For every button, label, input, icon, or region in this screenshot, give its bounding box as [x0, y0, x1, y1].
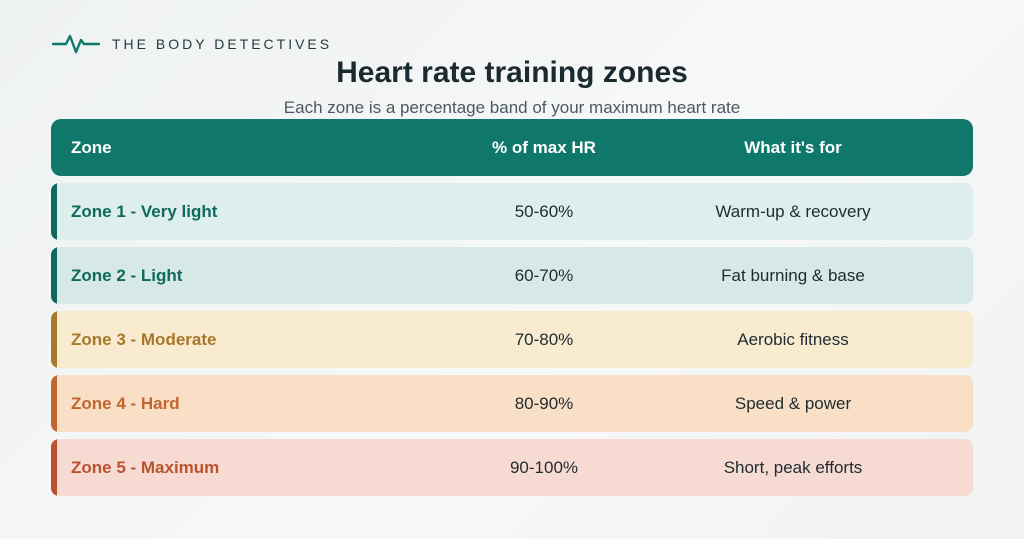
- zone-name: Zone 2 - Light: [71, 265, 183, 285]
- table-row: Zone 3 - Moderate 70-80% Aerobic fitness: [51, 311, 973, 368]
- zone-percent: 60-70%: [514, 265, 574, 285]
- zone-name: Zone 5 - Maximum: [71, 457, 220, 477]
- zones-table: Zone % of max HR What it's for Zone 1 - …: [51, 119, 973, 496]
- zone-name: Zone 3 - Moderate: [71, 329, 217, 349]
- table-row: Zone 4 - Hard 80-90% Speed & power: [51, 375, 973, 432]
- header-percent-max-hr: % of max HR: [492, 137, 596, 157]
- zone-accent-bar: [51, 247, 57, 304]
- zone-percent: 70-80%: [514, 329, 574, 349]
- heartbeat-pulse-icon: [52, 33, 100, 55]
- page-subtitle: Each zone is a percentage band of your m…: [283, 98, 741, 117]
- zone-accent-bar: [51, 439, 57, 496]
- zone-accent-bar: [51, 375, 57, 432]
- zone-name: Zone 4 - Hard: [71, 393, 180, 413]
- zone-percent: 80-90%: [514, 393, 574, 413]
- zone-purpose: Aerobic fitness: [737, 329, 849, 349]
- zone-purpose: Fat burning & base: [721, 265, 865, 285]
- zone-accent-bar: [51, 183, 57, 240]
- zone-name: Zone 1 - Very light: [71, 201, 218, 221]
- zone-percent: 90-100%: [509, 457, 579, 477]
- zone-purpose: Warm-up & recovery: [715, 201, 871, 221]
- zone-accent-bar: [51, 311, 57, 368]
- page-title: Heart rate training zones: [336, 56, 688, 89]
- zone-purpose: Short, peak efforts: [723, 457, 863, 477]
- header-zone: Zone: [71, 137, 112, 157]
- table-header: Zone % of max HR What it's for: [51, 119, 973, 176]
- table-row: Zone 5 - Maximum 90-100% Short, peak eff…: [51, 439, 973, 496]
- zone-purpose: Speed & power: [734, 393, 852, 413]
- table-row: Zone 1 - Very light 50-60% Warm-up & rec…: [51, 183, 973, 240]
- table-row: Zone 2 - Light 60-70% Fat burning & base: [51, 247, 973, 304]
- brand-logo: THE BODY DETECTIVES: [52, 33, 332, 55]
- header-purpose: What it's for: [744, 137, 842, 157]
- brand-name: THE BODY DETECTIVES: [112, 36, 333, 52]
- zone-percent: 50-60%: [514, 201, 574, 221]
